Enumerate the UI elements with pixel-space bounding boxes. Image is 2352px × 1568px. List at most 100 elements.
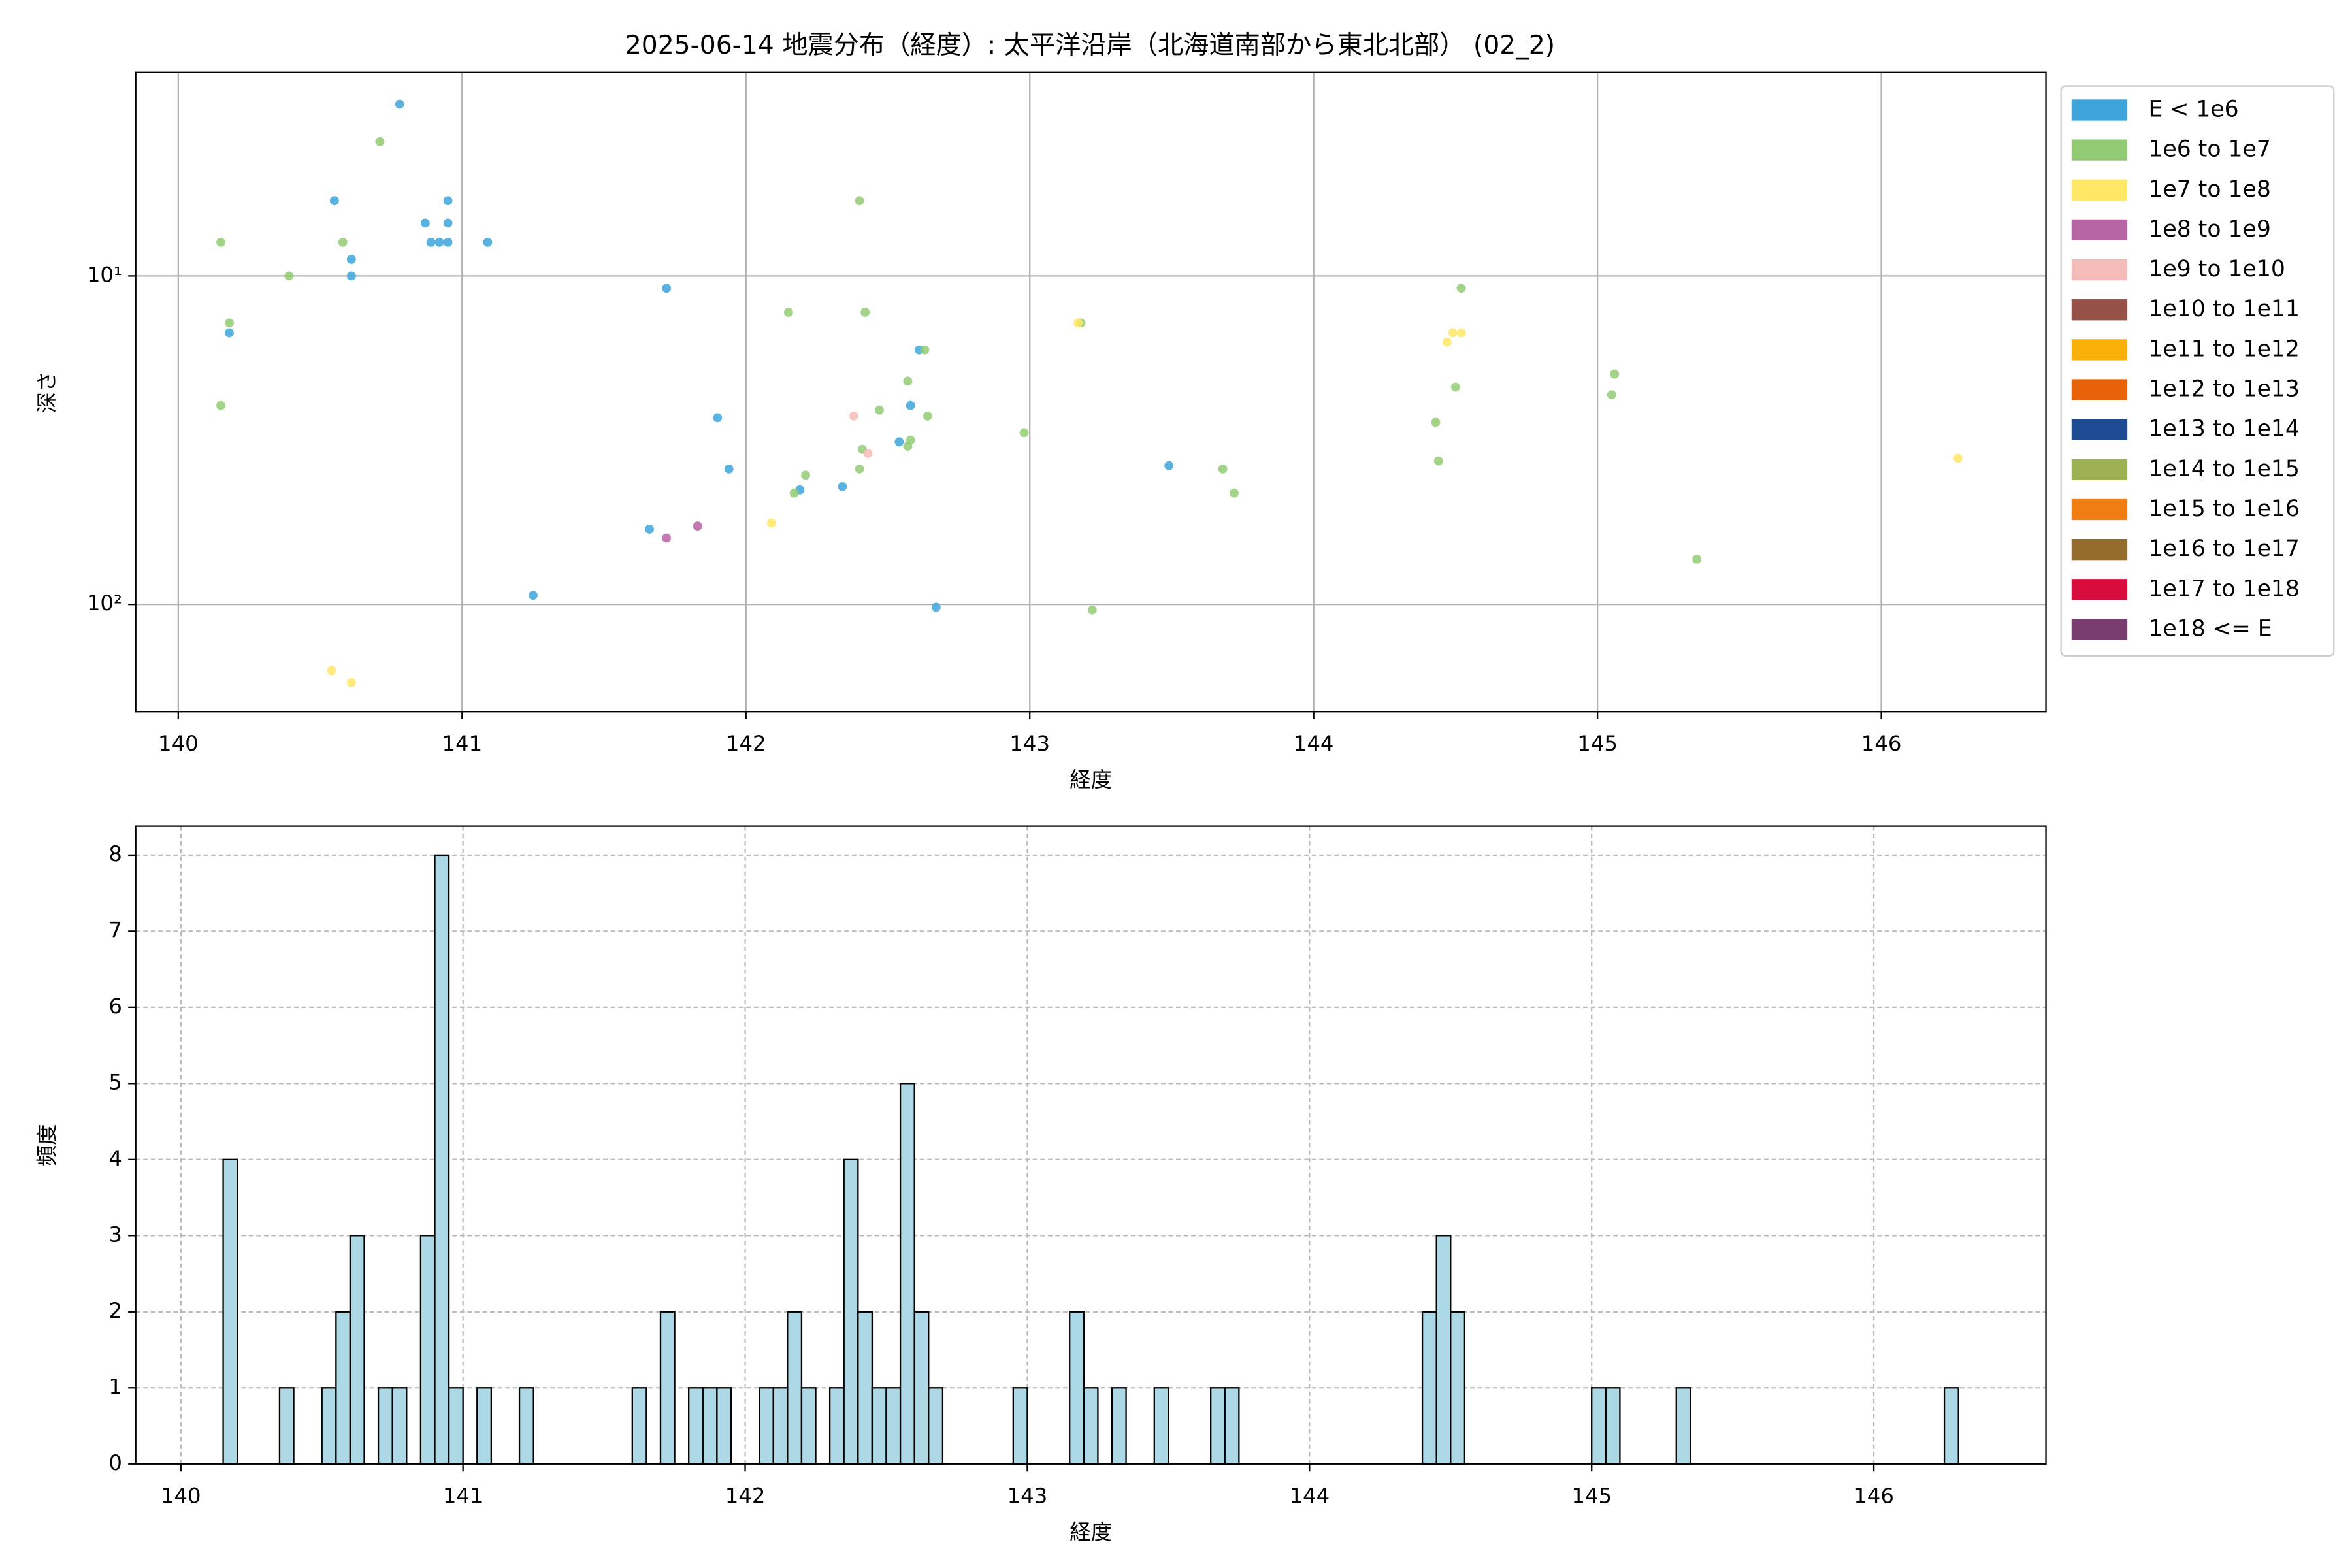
x-tick-label: 143	[1007, 1484, 1048, 1509]
point	[443, 218, 453, 228]
bar	[688, 1387, 704, 1465]
point	[855, 464, 864, 474]
legend-swatch	[2071, 299, 2128, 321]
point	[903, 376, 913, 386]
point	[225, 328, 234, 338]
point	[216, 237, 225, 247]
point	[327, 666, 336, 676]
bar	[800, 1387, 817, 1465]
point	[1448, 328, 1458, 338]
point	[875, 405, 884, 415]
x-tick-label: 146	[1861, 731, 1902, 756]
x-tick-label: 141	[442, 731, 482, 756]
bar	[928, 1387, 944, 1465]
legend-swatch	[2071, 459, 2128, 480]
point	[662, 284, 672, 293]
bar	[787, 1311, 803, 1465]
bar	[1450, 1311, 1466, 1465]
legend-label: 1e16 to 1e17	[2148, 536, 2299, 562]
legend-swatch	[2071, 139, 2128, 161]
bar	[1435, 1235, 1452, 1465]
point	[920, 345, 930, 355]
legend-swatch	[2071, 619, 2128, 640]
point	[894, 437, 904, 447]
point	[662, 533, 672, 543]
y-tick-label: 2	[108, 1298, 122, 1323]
legend-swatch	[2071, 419, 2128, 440]
point	[1456, 284, 1466, 293]
point	[849, 411, 858, 421]
point	[903, 442, 913, 451]
point	[1953, 453, 1963, 463]
point	[1087, 605, 1097, 615]
legend-swatch	[2071, 259, 2128, 281]
bar	[1012, 1387, 1028, 1465]
bar	[758, 1387, 774, 1465]
bar	[518, 1387, 534, 1465]
point	[426, 237, 436, 247]
point	[420, 218, 430, 228]
point	[906, 400, 915, 410]
point	[346, 271, 356, 281]
bar	[1591, 1387, 1607, 1465]
legend-label: 1e6 to 1e7	[2148, 137, 2270, 163]
bar	[335, 1311, 351, 1465]
legend-label: 1e7 to 1e8	[2148, 176, 2270, 203]
point	[860, 308, 870, 317]
point	[434, 237, 444, 247]
point	[528, 591, 538, 600]
bar	[772, 1387, 789, 1465]
point	[855, 196, 864, 206]
bar	[321, 1387, 337, 1465]
bar	[871, 1387, 887, 1465]
point	[1433, 456, 1443, 466]
point	[1230, 488, 1239, 498]
y-tick-label: 6	[108, 994, 122, 1019]
point	[483, 237, 493, 247]
bar	[1111, 1387, 1127, 1465]
chart-title: 2025-06-14 地震分布（経度）: 太平洋沿岸（北海道南部から東北北部） …	[625, 31, 1555, 60]
point	[1610, 369, 1620, 379]
point	[225, 318, 234, 328]
point	[923, 411, 932, 421]
point	[346, 255, 356, 264]
point	[1692, 554, 1702, 564]
point	[1431, 417, 1441, 427]
point	[1450, 382, 1460, 392]
legend-label: 1e15 to 1e16	[2148, 496, 2299, 522]
plot-frame	[135, 825, 2047, 1465]
y-axis-label: 頻度	[35, 1124, 59, 1166]
point	[443, 237, 453, 247]
legend-swatch	[2071, 498, 2128, 521]
y-tick-label: 10¹	[87, 262, 122, 287]
bar	[913, 1311, 930, 1465]
x-tick-label: 144	[1294, 731, 1334, 756]
point	[789, 488, 799, 498]
point	[724, 464, 734, 474]
point	[1218, 464, 1228, 474]
bar	[419, 1235, 436, 1465]
bar	[1605, 1387, 1621, 1465]
point	[1164, 461, 1174, 470]
y-tick-label: 3	[108, 1222, 122, 1247]
y-tick-label: 7	[108, 917, 122, 942]
point	[838, 482, 847, 491]
point	[863, 449, 873, 458]
legend-label: 1e10 to 1e11	[2148, 296, 2299, 322]
legend-label: 1e17 to 1e18	[2148, 576, 2299, 602]
bar	[448, 1387, 464, 1465]
point	[693, 521, 702, 531]
point	[766, 518, 776, 528]
bar	[857, 1311, 874, 1465]
legend-label: 1e9 to 1e10	[2148, 256, 2285, 282]
legend-swatch	[2071, 339, 2128, 361]
legend-swatch	[2071, 99, 2128, 121]
bar	[476, 1387, 493, 1465]
point	[443, 196, 453, 206]
bar	[702, 1387, 718, 1465]
bar	[391, 1387, 408, 1465]
legend-swatch	[2071, 579, 2128, 600]
bar	[659, 1311, 676, 1465]
